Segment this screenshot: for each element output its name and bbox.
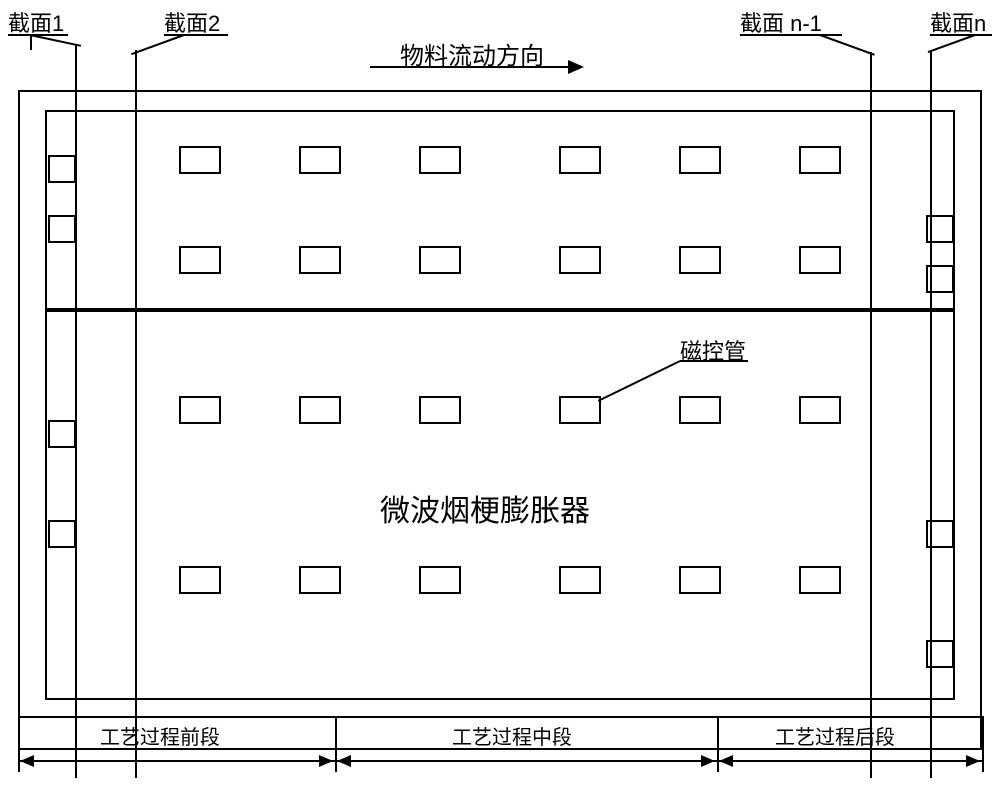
side-box-lower-0 [48,420,76,448]
magnetron-upper-1-2 [419,246,461,274]
magnetron-lower-0-2 [419,396,461,424]
section-line-1 [75,44,77,778]
magnetron-lower-0-3 [559,396,601,424]
dim-arrow-r-1 [701,755,715,767]
section-line-2 [135,50,137,778]
magnetron-upper-1-3 [559,246,601,274]
magnetron-upper-0-4 [679,146,721,174]
sn-leader-h [930,34,992,36]
sn1-leader-diag [820,34,875,56]
dim-arrow-l-0 [20,755,34,767]
magnetron-upper-0-0 [179,146,221,174]
magnetron-upper-1-1 [299,246,341,274]
diagram-root: 截面1截面2截面 n-1截面n物料流动方向磁控管微波烟梗膨胀器工艺过程前段工艺过… [0,0,1000,809]
bottom-cell-sep-l-2 [717,716,719,750]
s2-leader-h [164,34,228,36]
magnetron-lower-1-3 [559,566,601,594]
side-box-lower-1 [48,520,76,548]
side-box-upper-0 [48,155,76,183]
magnetron-lower-0-0 [179,396,221,424]
flow-arrow-head [568,60,584,74]
dim-line [18,760,982,762]
magnetron-upper-0-1 [299,146,341,174]
magnetron-lower-0-1 [299,396,341,424]
bottom-row-top [18,716,982,718]
magnetron-leader-h [680,360,748,362]
section-line-n [930,50,932,778]
label-bottom-right: 工艺过程后段 [775,721,895,750]
magnetron-upper-0-3 [559,146,601,174]
dim-arrow-l-2 [719,755,733,767]
magnetron-lower-0-5 [799,396,841,424]
magnetron-upper-1-5 [799,246,841,274]
magnetron-lower-1-4 [679,566,721,594]
dim-arrow-l-1 [337,755,351,767]
dim-arrow-r-0 [319,755,333,767]
magnetron-upper-0-2 [419,146,461,174]
bottom-cell-sep-l-0 [18,716,20,750]
dim-arrow-r-2 [966,755,980,767]
magnetron-lower-1-1 [299,566,341,594]
magnetron-lower-1-0 [179,566,221,594]
section-line-n1 [870,52,872,778]
bottom-cell-sep-r-2 [982,716,984,750]
upper-panel [45,110,955,310]
label-center: 微波烟梗膨胀器 [380,486,590,530]
side-box-upper-1 [48,215,76,243]
magnetron-upper-1-4 [679,246,721,274]
flow-arrow-line [370,66,570,68]
magnetron-upper-0-5 [799,146,841,174]
magnetron-lower-1-2 [419,566,461,594]
label-bottom-left: 工艺过程前段 [100,721,220,750]
magnetron-lower-0-4 [679,396,721,424]
bottom-cell-sep-l-1 [335,716,337,750]
magnetron-lower-1-5 [799,566,841,594]
label-bottom-mid: 工艺过程中段 [452,721,572,750]
magnetron-upper-1-0 [179,246,221,274]
dim-tick-r-2 [982,750,984,772]
s2-leader-diag [131,34,184,55]
